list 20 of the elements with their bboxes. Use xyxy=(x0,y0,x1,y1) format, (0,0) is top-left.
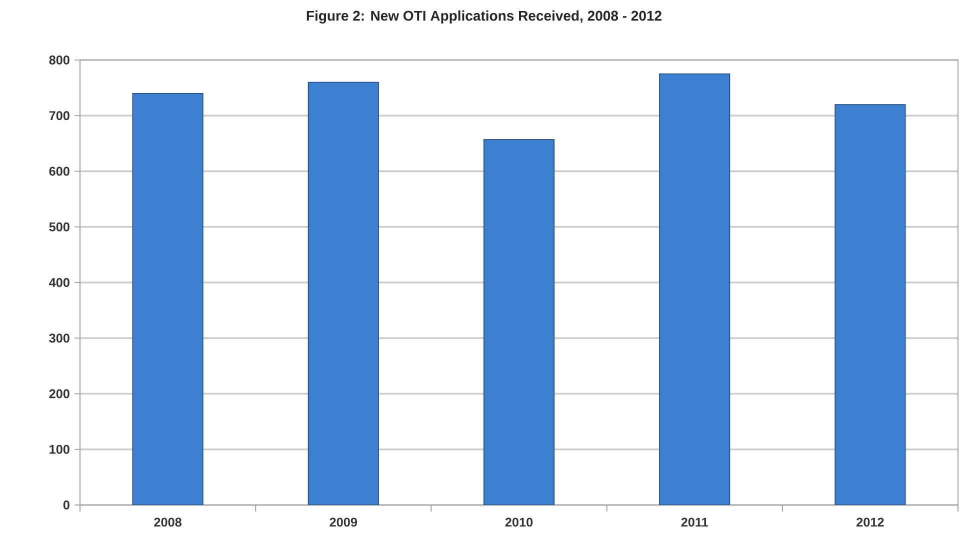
y-tick-label: 600 xyxy=(49,166,70,176)
x-tick-label: 2012 xyxy=(856,518,884,527)
y-tick-label: 400 xyxy=(49,278,70,287)
chart-title: Figure 2: New OTI Applications Received, 2008 - 2012 xyxy=(306,10,662,24)
bar xyxy=(659,74,730,505)
y-tick-label: 200 xyxy=(49,389,70,398)
y-tick-label: 500 xyxy=(49,222,70,232)
bar xyxy=(834,104,906,505)
y-tick-label: 100 xyxy=(50,444,70,454)
x-tick-label: 2009 xyxy=(330,518,358,527)
x-tick-label: 2008 xyxy=(154,518,182,527)
y-tick-label: 300 xyxy=(49,334,70,343)
bar xyxy=(483,139,555,505)
bar xyxy=(308,82,379,505)
x-tick-label: 2010 xyxy=(505,518,533,527)
y-tick-label: 800 xyxy=(49,56,70,64)
y-tick-label: 700 xyxy=(49,111,70,120)
y-tick-label: 0 xyxy=(63,500,70,510)
x-tick-label: 2011 xyxy=(681,518,708,527)
bar xyxy=(132,92,204,505)
